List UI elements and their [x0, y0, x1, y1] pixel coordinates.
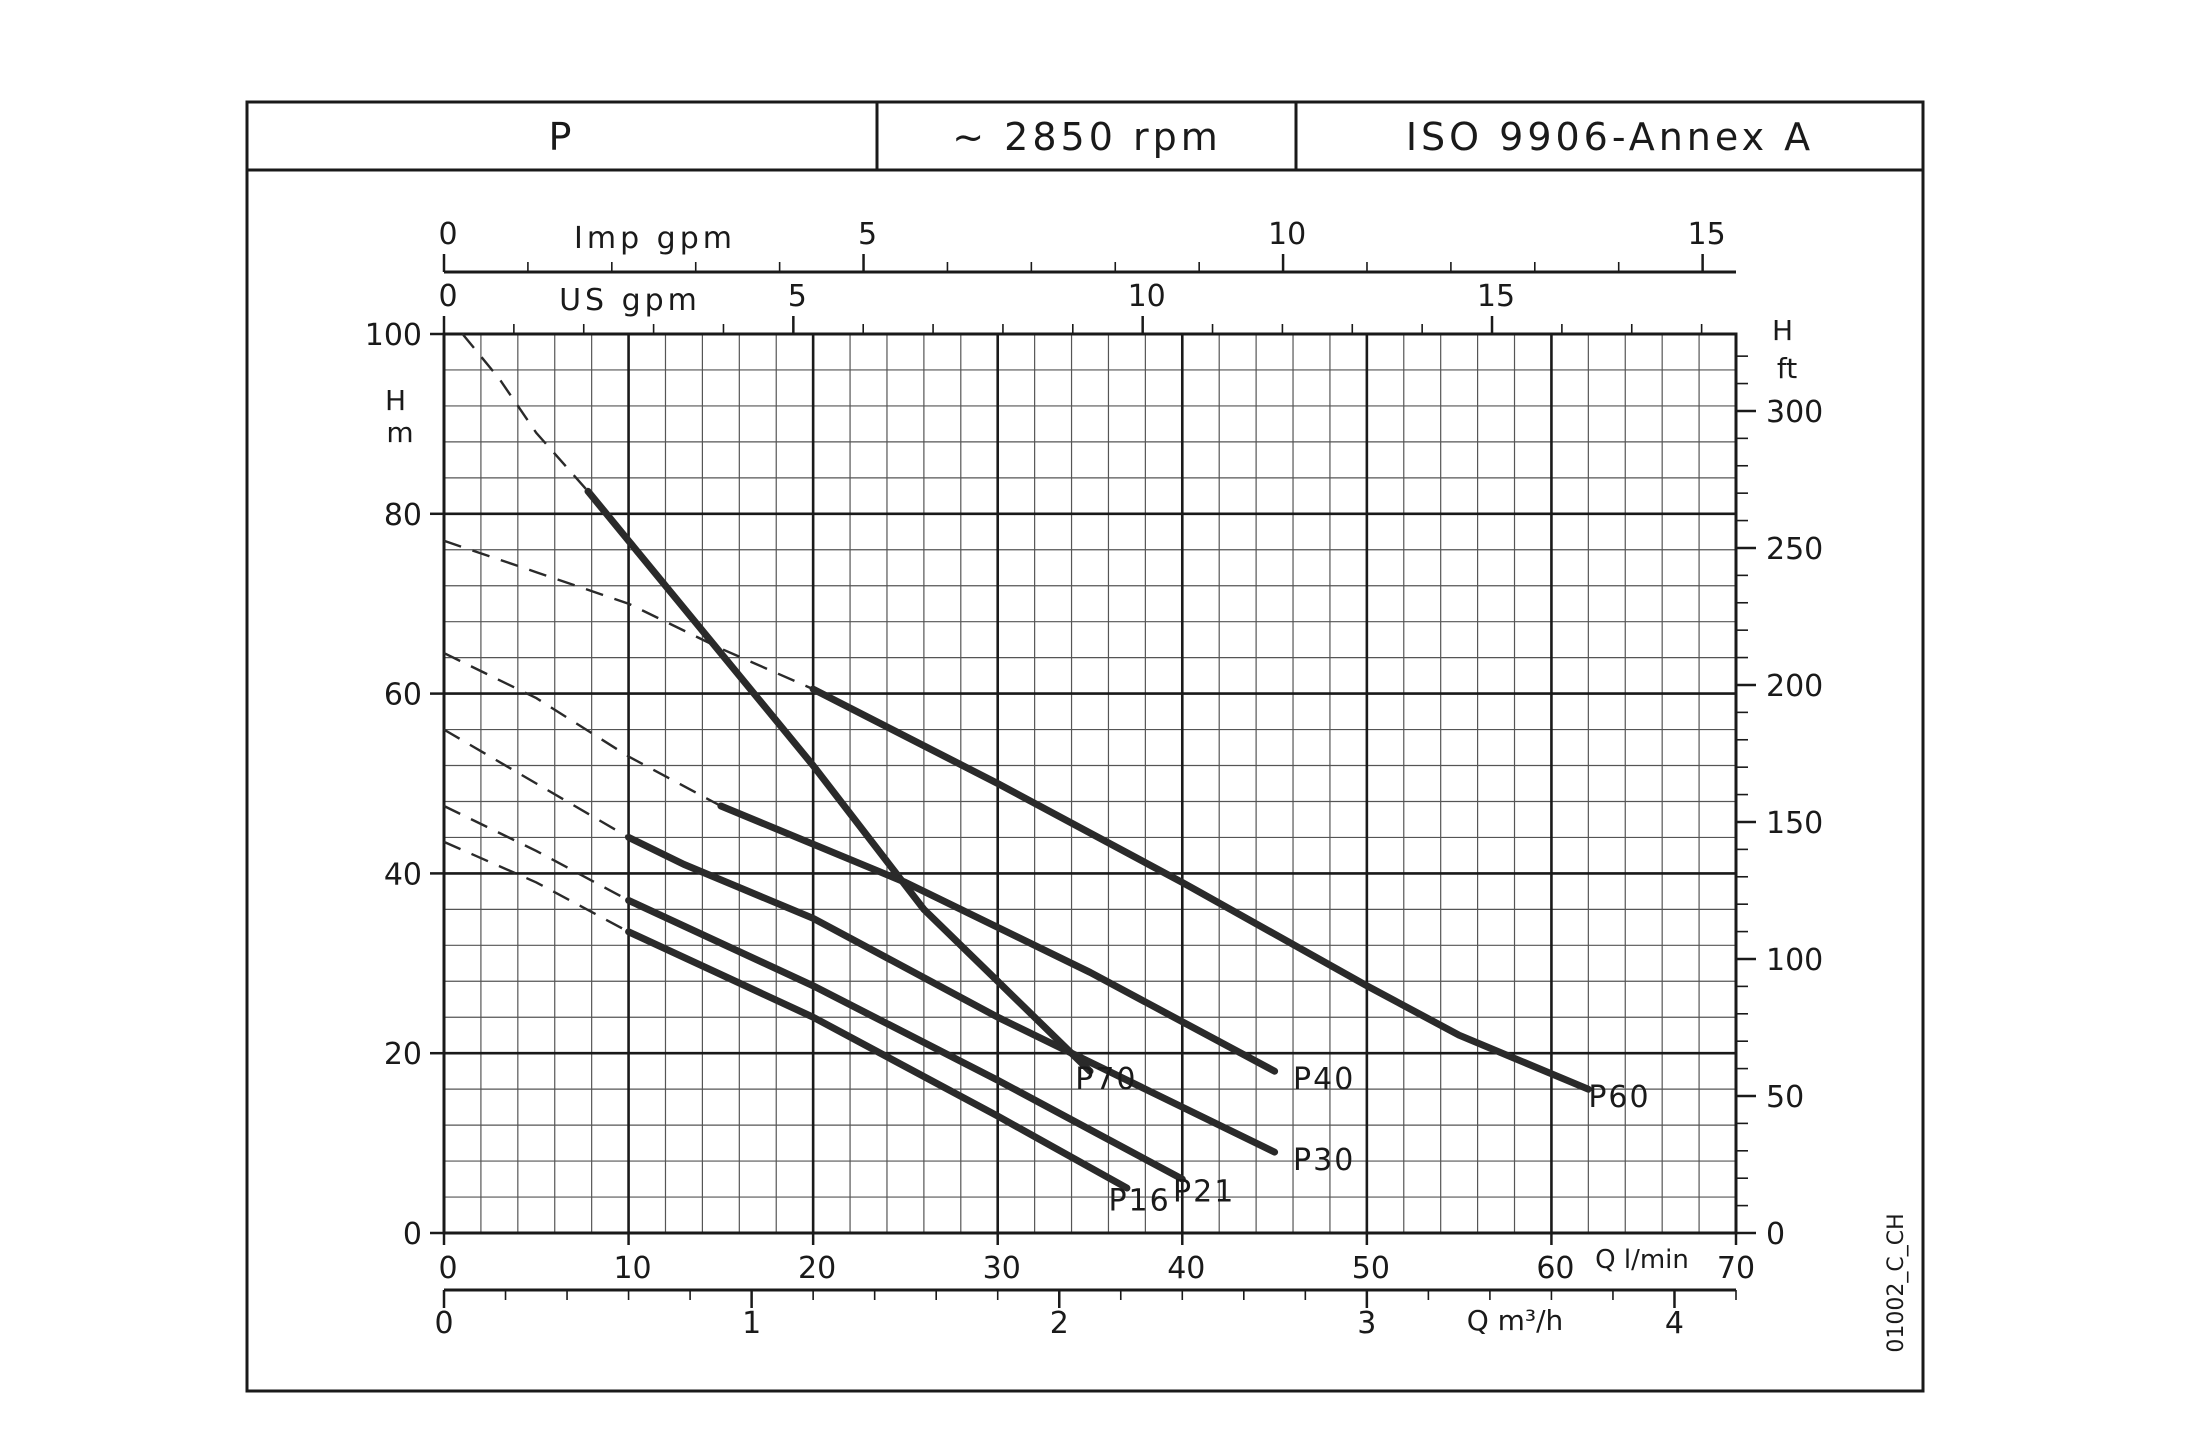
- curve-p40-extrapolated: [443, 652, 722, 808]
- curve-p60-extrapolated: [443, 539, 814, 691]
- curve-p40-operating: [717, 802, 1279, 1075]
- left-tick-label: 60: [384, 678, 422, 713]
- right-tick-label: 150: [1766, 806, 1823, 841]
- imp-gpm-tick-label: 5: [858, 217, 877, 252]
- left-axis-label: H m: [385, 384, 415, 449]
- left-tick-label: 20: [384, 1037, 422, 1072]
- right-tick-label: 0: [1766, 1217, 1785, 1252]
- x-axis-label: Q l/min: [1595, 1245, 1689, 1275]
- bottom-tick-label: 0: [438, 1251, 457, 1286]
- plot-area-border: [442, 332, 1738, 1235]
- header-speed: ~ 2850 rpm: [952, 115, 1221, 159]
- curve-p60-operating: [809, 685, 1592, 1093]
- m3h-tick-label: 0: [434, 1306, 453, 1341]
- grid-major-lines: [444, 334, 1736, 1233]
- us-gpm-tick-label: 5: [788, 279, 807, 314]
- curve-p70-extrapolated: [461, 333, 589, 493]
- curve-label-p21: P21: [1173, 1175, 1235, 1210]
- m3h-tick-label: 1: [742, 1306, 761, 1341]
- right-axis-label: H ft: [1772, 314, 1802, 385]
- outer-frame: [245, 100, 1925, 1393]
- left-tick-label: 40: [384, 857, 422, 892]
- right-tick-label: 200: [1766, 669, 1823, 704]
- m3h-tick-label: 2: [1050, 1306, 1069, 1341]
- header-series-family: P: [549, 115, 576, 159]
- curve-label-p60: P60: [1588, 1080, 1650, 1115]
- tick-marks: [430, 254, 1756, 1308]
- pump-curves: [443, 333, 1592, 1192]
- imp-gpm-tick-label: 10: [1268, 217, 1306, 252]
- left-tick-label: 0: [403, 1217, 422, 1252]
- bottom-tick-label: 40: [1167, 1251, 1205, 1286]
- bottom-tick-label: 50: [1352, 1251, 1390, 1286]
- curve-p30-extrapolated: [443, 728, 630, 839]
- curve-p21-extrapolated: [443, 804, 630, 902]
- curve-label-p40: P40: [1293, 1062, 1355, 1097]
- m3h-tick-label: 4: [1665, 1306, 1684, 1341]
- drawing-code: 01002_C_CH: [1884, 1213, 1909, 1352]
- us-gpm-tick-label: 15: [1477, 279, 1515, 314]
- bottom-m3h-axis-label: Q m³/h: [1467, 1304, 1564, 1337]
- bottom-tick-label: 10: [613, 1251, 651, 1286]
- curve-label-p30: P30: [1293, 1143, 1355, 1178]
- m3h-tick-label: 3: [1357, 1306, 1376, 1341]
- top-imp-axis-label: Imp gpm: [574, 221, 736, 256]
- curve-p70-operating: [584, 487, 1094, 1075]
- curve-p30-operating: [625, 833, 1279, 1156]
- right-tick-label: 300: [1766, 395, 1823, 430]
- curve-label-p70: P70: [1075, 1062, 1137, 1097]
- bottom-tick-label: 20: [798, 1251, 836, 1286]
- grid-minor-lines: [444, 334, 1736, 1233]
- left-tick-label: 80: [384, 498, 422, 533]
- curve-p16-extrapolated: [443, 840, 630, 933]
- axes: [442, 270, 1738, 1292]
- us-gpm-tick-label: 0: [438, 279, 457, 314]
- right-tick-label: 100: [1766, 943, 1823, 978]
- bottom-tick-label: 30: [983, 1251, 1021, 1286]
- curve-label-p16: P16: [1108, 1184, 1170, 1219]
- right-tick-label: 50: [1766, 1080, 1804, 1115]
- curve-p21-operating: [625, 896, 1186, 1183]
- imp-gpm-tick-label: 0: [438, 217, 457, 252]
- bottom-tick-label: 60: [1536, 1251, 1574, 1286]
- bottom-tick-label: 70: [1717, 1251, 1755, 1286]
- imp-gpm-tick-label: 15: [1688, 217, 1726, 252]
- right-tick-label: 250: [1766, 532, 1823, 567]
- header-standard: ISO 9906-Annex A: [1406, 115, 1814, 159]
- us-gpm-tick-label: 10: [1128, 279, 1166, 314]
- top-us-axis-label: US gpm: [559, 283, 701, 318]
- left-tick-label: 100: [365, 318, 422, 353]
- curve-p16-operating: [625, 928, 1131, 1192]
